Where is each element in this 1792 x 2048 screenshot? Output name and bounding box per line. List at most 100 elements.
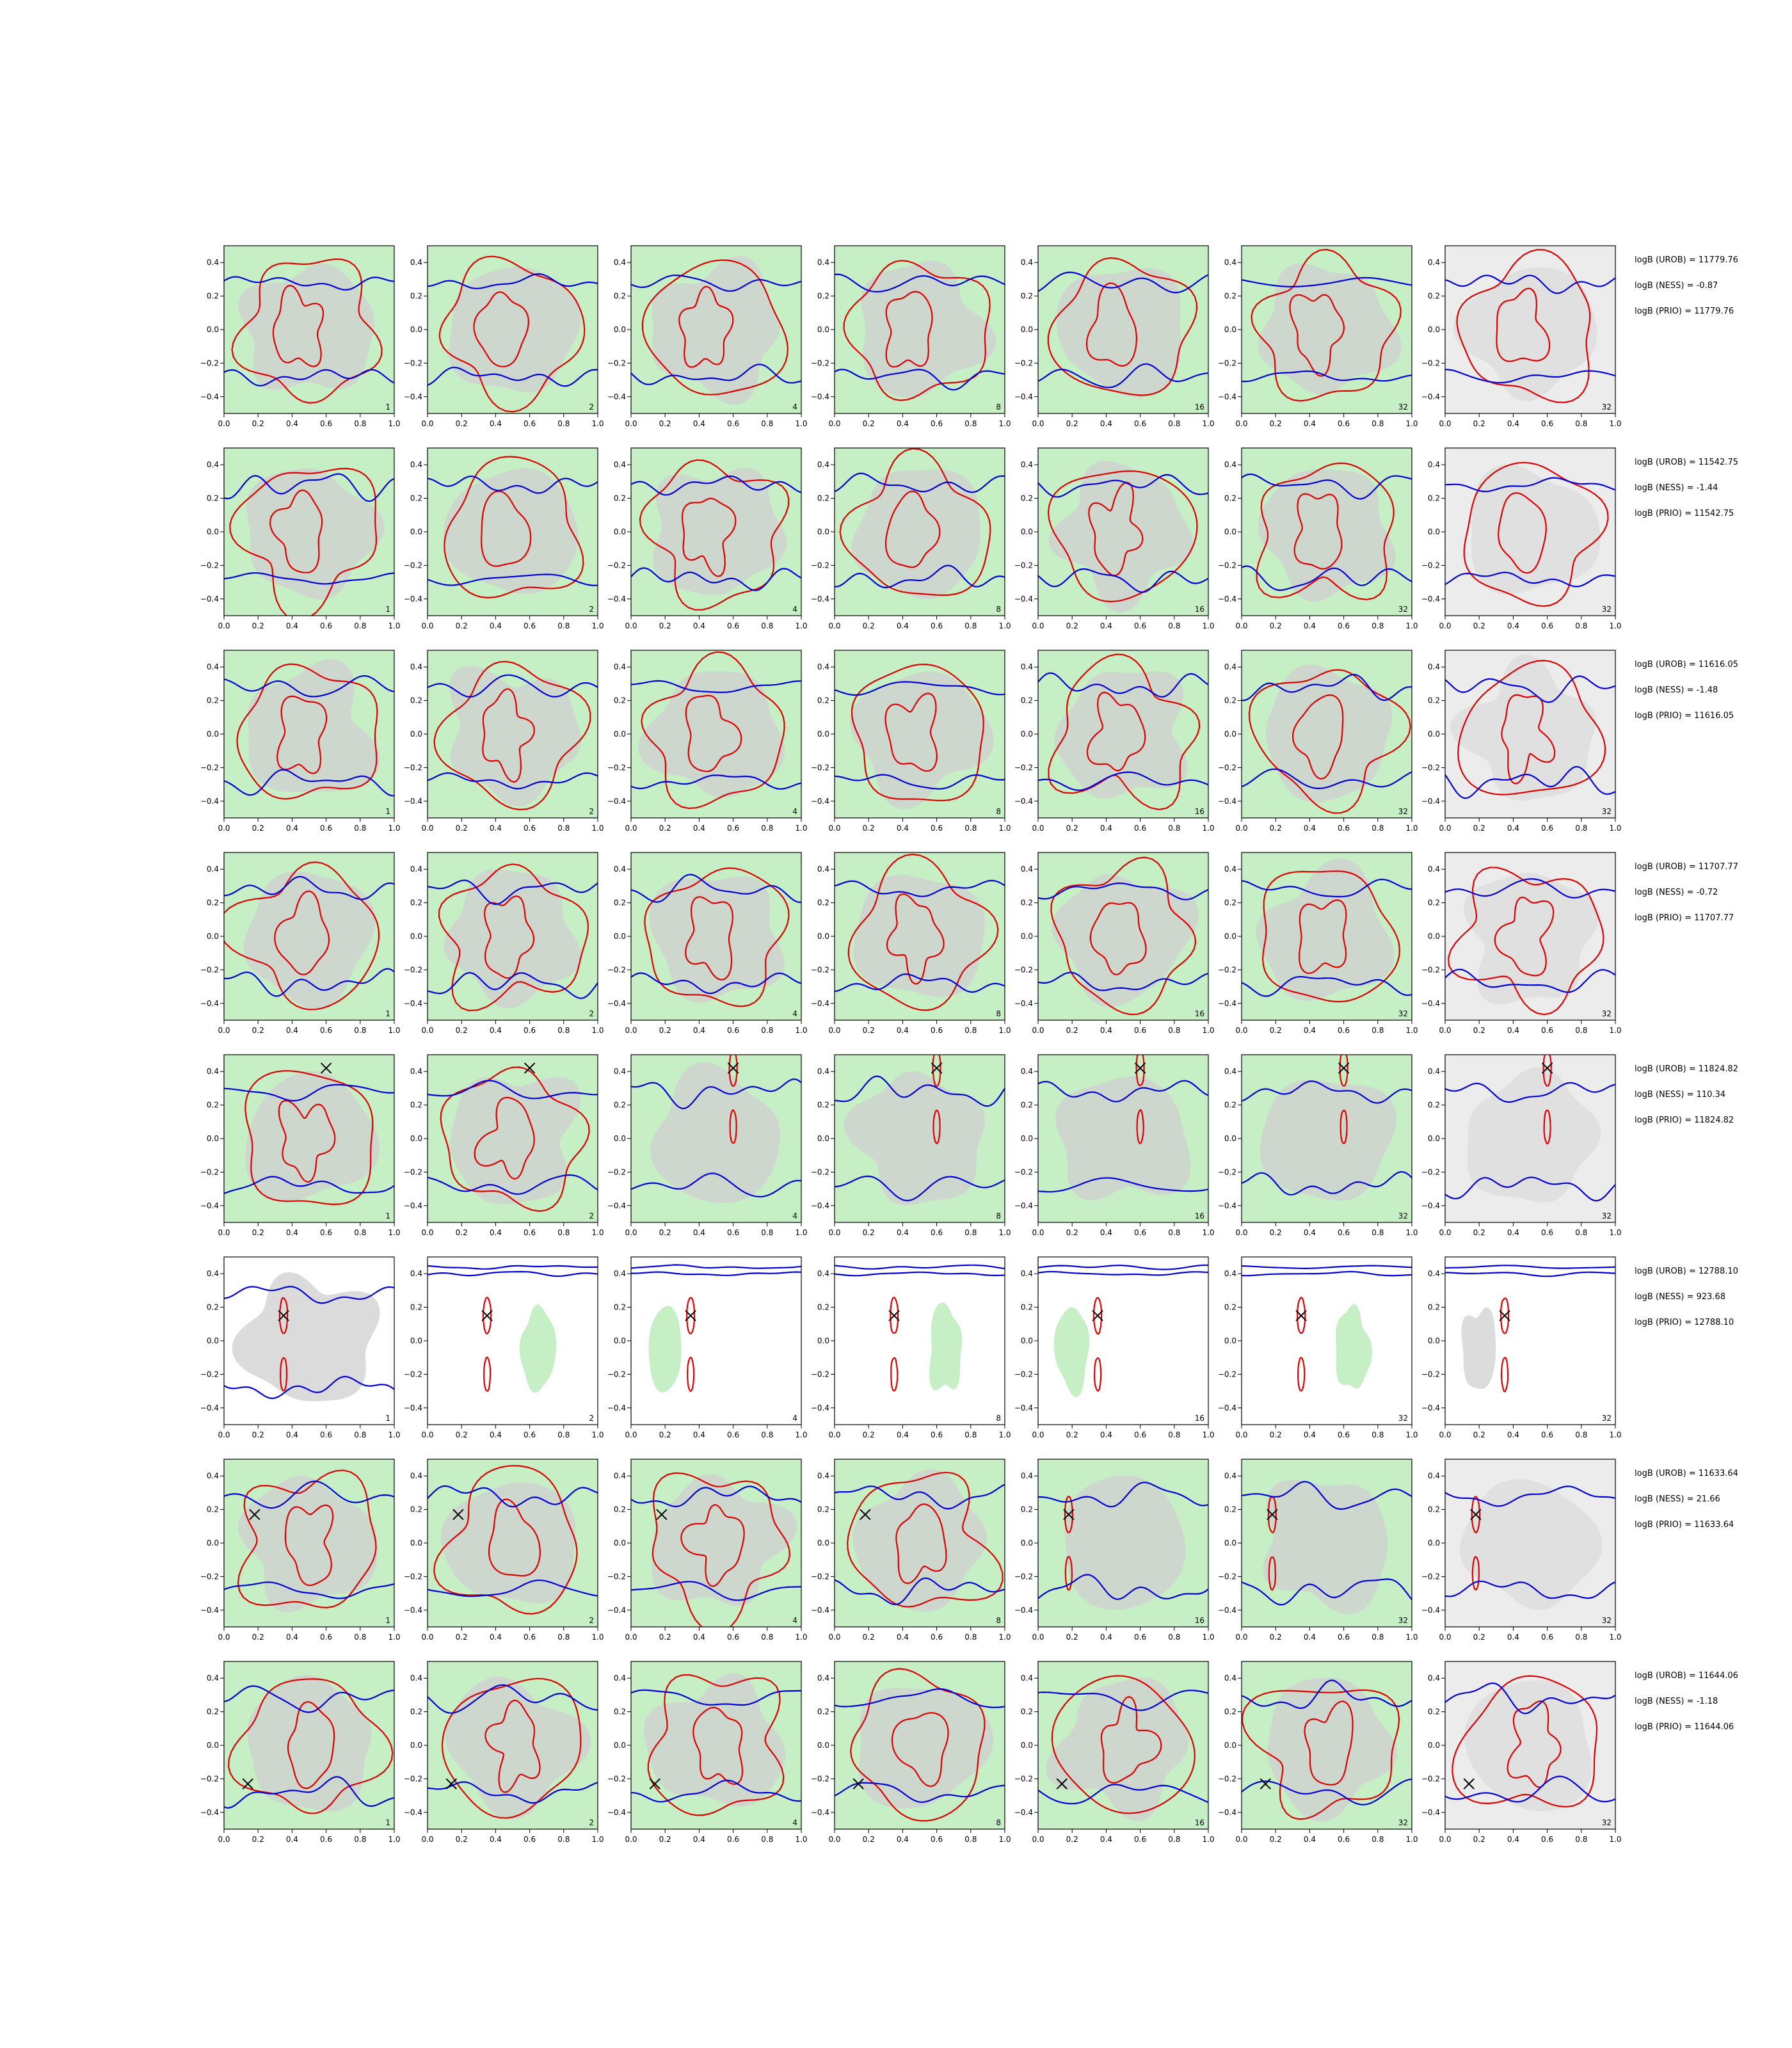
y-tick-label: −0.2 — [1421, 965, 1440, 974]
x-tick-label: 1.0 — [998, 419, 1011, 428]
x-tick-label: 1.0 — [591, 621, 604, 630]
blue-contour — [835, 472, 1005, 493]
x-tick-label: 0.4 — [897, 824, 909, 833]
subplot-r8-c1: 0.4 0.2 0.0 −0.2 −0.4 0.0 0.2 0.4 0.6 0.8 1.0 1 — [200, 1661, 401, 1844]
y-tick-label: 0.4 — [1021, 1269, 1033, 1278]
y-tick-label: 0.2 — [1428, 1101, 1440, 1110]
gray-region — [1471, 464, 1601, 595]
x-tick-label: 0.0 — [421, 1430, 433, 1439]
blue-contour — [1242, 1480, 1412, 1510]
x-tick-label: 0.6 — [1541, 1835, 1553, 1844]
red-contour — [932, 1055, 941, 1087]
x-tick-label: 0.8 — [761, 419, 773, 428]
y-tick-label: −0.2 — [200, 358, 219, 367]
y-tick-label: −0.2 — [607, 1370, 626, 1379]
y-tick-label: −0.4 — [404, 392, 422, 401]
x-tick-label: 0.6 — [524, 1026, 536, 1035]
subplot-r6-c6: 0.4 0.2 0.0 −0.2 −0.4 0.0 0.2 0.4 0.6 0.8 1.0 32 — [1218, 1256, 1418, 1439]
y-tick-label: 0.0 — [817, 1134, 829, 1143]
blue-contour — [631, 1779, 801, 1803]
y-tick-label: 0.2 — [410, 292, 422, 301]
panel-label: 32 — [1602, 403, 1612, 412]
gray-region — [652, 256, 780, 405]
y-tick-label: −0.2 — [1014, 358, 1033, 367]
x-tick-label: 0.4 — [693, 1430, 705, 1439]
x-tick-label: 1.0 — [591, 1633, 604, 1642]
red-contour — [890, 1297, 899, 1334]
y-tick-label: −0.4 — [200, 999, 219, 1008]
panel-label: 32 — [1602, 807, 1612, 816]
x-tick-label: 0.0 — [1032, 1026, 1044, 1035]
panel-label: 2 — [589, 605, 594, 614]
x-tick-label: 0.4 — [1304, 1430, 1316, 1439]
red-contour — [433, 660, 591, 811]
y-tick-label: 0.4 — [1428, 1067, 1440, 1076]
x-tick-label: 1.0 — [1202, 1633, 1214, 1642]
gray-region — [1256, 858, 1395, 1001]
y-tick-label: 0.0 — [1224, 730, 1236, 739]
red-contour — [1339, 1055, 1348, 1087]
x-tick-label: 0.2 — [659, 824, 671, 833]
stat-prio: logB (PRIO) = 11542.75 — [1635, 509, 1734, 518]
x-tick-label: 0.8 — [964, 1633, 977, 1642]
red-contour — [1089, 902, 1147, 976]
x-tick-label: 0.8 — [557, 419, 570, 428]
y-tick-label: 0.4 — [817, 1269, 829, 1278]
y-tick-label: −0.4 — [1421, 1808, 1440, 1817]
x-tick-label: 0.2 — [456, 1835, 468, 1844]
y-tick-label: 0.4 — [1428, 662, 1440, 671]
y-tick-label: −0.4 — [1014, 999, 1033, 1008]
x-tick-label: 0.2 — [252, 1430, 264, 1439]
gray-region — [449, 266, 581, 393]
y-tick-label: 0.4 — [614, 1471, 626, 1480]
blue-contour — [428, 879, 598, 906]
x-tick-label: 0.0 — [625, 1835, 637, 1844]
true-position-marker — [278, 1309, 289, 1322]
red-contour — [1497, 492, 1547, 574]
x-tick-label: 1.0 — [591, 419, 604, 428]
stat-urob: logB (UROB) = 11616.05 — [1635, 660, 1738, 669]
true-position-marker — [1134, 1062, 1146, 1074]
panel-label: 32 — [1398, 1616, 1408, 1625]
x-tick-label: 0.2 — [252, 1835, 264, 1844]
blue-contour — [835, 1175, 1005, 1202]
red-contour — [839, 448, 991, 596]
subplot-r4-c6: 0.4 0.2 0.0 −0.2 −0.4 0.0 0.2 0.4 0.6 0.8 1.0 32 — [1218, 852, 1418, 1035]
x-tick-label: 0.8 — [1575, 824, 1587, 833]
red-contour — [237, 1469, 377, 1609]
panel-label: 1 — [385, 1414, 390, 1423]
blue-contour — [1242, 1778, 1412, 1805]
gray-region — [444, 869, 582, 1009]
x-tick-label: 0.4 — [286, 1835, 298, 1844]
y-tick-label: 0.4 — [410, 460, 422, 469]
y-tick-label: 0.2 — [1428, 1505, 1440, 1514]
blue-contour — [631, 874, 801, 903]
y-tick-label: −0.2 — [404, 1370, 422, 1379]
y-tick-label: 0.2 — [410, 494, 422, 503]
y-tick-label: −0.4 — [404, 1404, 422, 1412]
x-tick-label: 0.8 — [1575, 1430, 1587, 1439]
true-position-marker — [249, 1508, 260, 1521]
y-tick-label: 0.4 — [614, 662, 626, 671]
blue-contour — [428, 772, 598, 790]
x-tick-label: 1.0 — [998, 1430, 1011, 1439]
x-tick-label: 0.4 — [490, 824, 502, 833]
x-tick-label: 0.0 — [625, 1228, 637, 1237]
red-contour — [884, 490, 941, 568]
y-tick-label: 0.0 — [207, 1336, 219, 1345]
y-tick-label: −0.2 — [1218, 1572, 1236, 1581]
green-region — [1461, 1307, 1496, 1389]
x-tick-label: 0.6 — [931, 621, 943, 630]
y-tick-label: 0.2 — [410, 899, 422, 908]
panel-label: 32 — [1602, 1009, 1612, 1018]
x-tick-label: 1.0 — [1202, 419, 1214, 428]
y-tick-label: 0.4 — [207, 1471, 219, 1480]
y-tick-label: −0.2 — [1218, 1370, 1236, 1379]
panel-label: 8 — [996, 1616, 1001, 1625]
panel-label: 32 — [1398, 605, 1408, 614]
y-tick-label: 0.4 — [1428, 1269, 1440, 1278]
subplot-r5-c1: 0.4 0.2 0.0 −0.2 −0.4 0.0 0.2 0.4 0.6 0.8 1.0 1 — [200, 1054, 401, 1237]
subplot-r4-c7: 0.4 0.2 0.0 −0.2 −0.4 0.0 0.2 0.4 0.6 0.8 1.0 32 — [1421, 852, 1622, 1035]
x-tick-label: 0.2 — [252, 621, 264, 630]
